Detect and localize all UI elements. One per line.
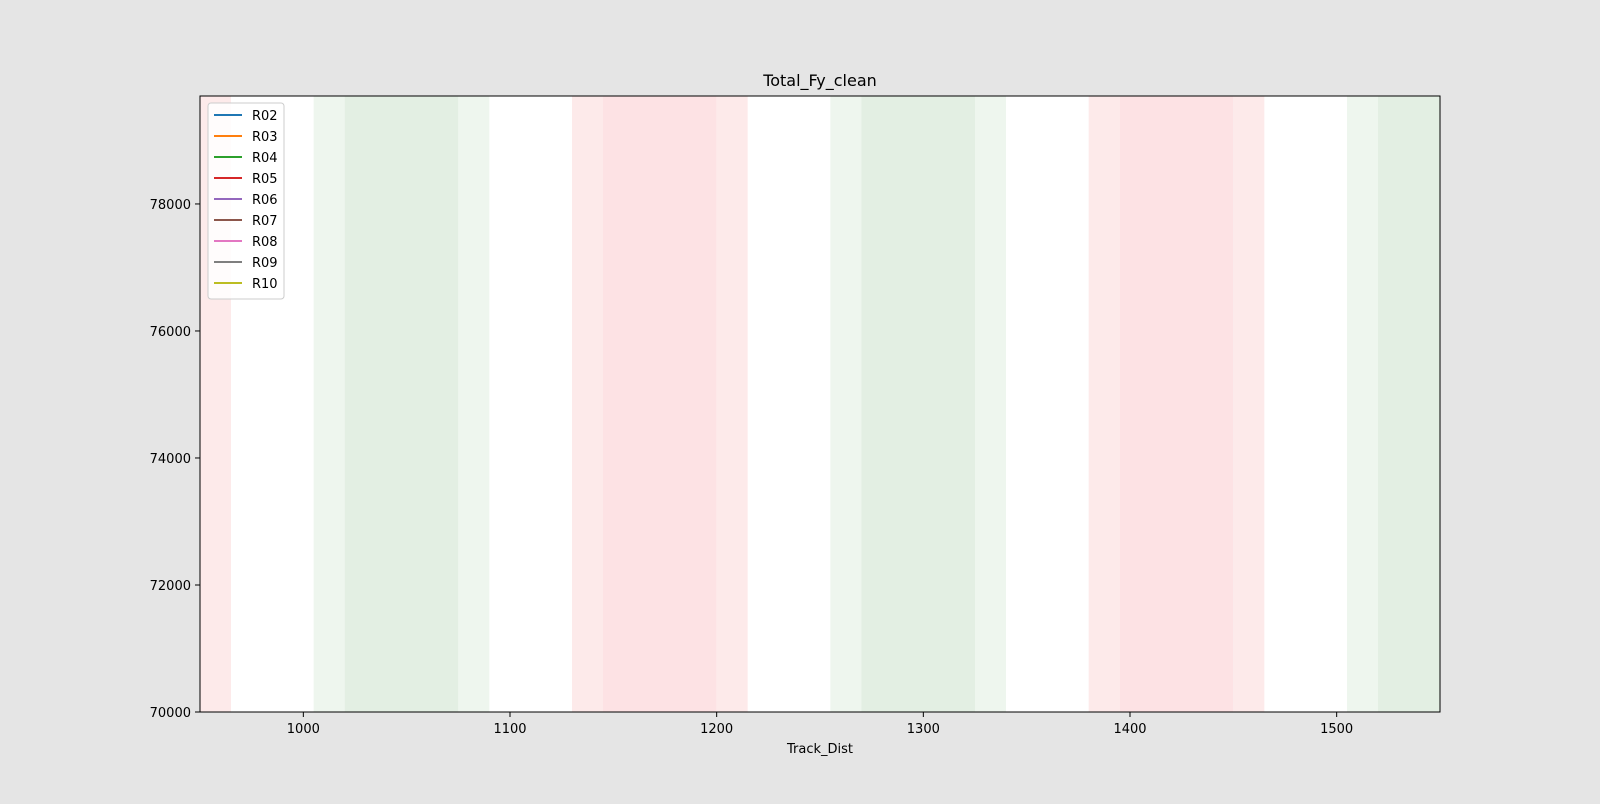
- legend-label-R06: R06: [252, 193, 278, 208]
- legend-label-R04: R04: [252, 151, 278, 166]
- y-tick-label: 74000: [150, 452, 191, 467]
- x-axis-label: Track_Dist: [786, 742, 853, 757]
- y-axis: 70000 72000 74000 76000 78000: [150, 198, 200, 721]
- shaded-span-green-light: [313, 96, 345, 712]
- x-tick-label: 1000: [287, 722, 320, 737]
- legend-box: [207, 102, 285, 300]
- shaded-span-green-light: [975, 96, 1006, 712]
- shaded-span-red-light: [572, 96, 603, 712]
- x-tick-label: 1100: [493, 722, 526, 737]
- shaded-spans: [200, 96, 1440, 712]
- shaded-span-green-light: [830, 96, 862, 712]
- legend-label-R07: R07: [252, 214, 278, 229]
- chart-title: Total_Fy_clean: [762, 71, 877, 91]
- legend: R02 R03 R04 R05 R06 R07 R08 R09 R10: [207, 102, 285, 300]
- plot-frame: [199, 95, 1441, 713]
- shaded-span-green: [344, 96, 459, 712]
- y-tick-label: 72000: [150, 579, 191, 594]
- shaded-span-red-light: [1233, 96, 1265, 712]
- legend-label-R05: R05: [252, 172, 278, 187]
- legend-label-R03: R03: [252, 130, 278, 145]
- x-tick-label: 1400: [1113, 722, 1146, 737]
- x-axis: 1000 1100 1200 1300 1400 1500: [287, 712, 1353, 737]
- shaded-span-green-light: [458, 96, 490, 712]
- x-tick-label: 1500: [1320, 722, 1353, 737]
- legend-label-R08: R08: [252, 235, 278, 250]
- x-tick-label: 1300: [907, 722, 940, 737]
- shaded-span-red: [603, 96, 717, 712]
- x-tick-label: 1200: [700, 722, 733, 737]
- y-tick-label: 70000: [150, 706, 191, 721]
- shaded-span-green-light: [1347, 96, 1378, 712]
- shaded-span-green: [1378, 96, 1440, 712]
- legend-label-R10: R10: [252, 277, 278, 292]
- y-tick-label: 76000: [150, 325, 191, 340]
- legend-label-R09: R09: [252, 256, 278, 271]
- legend-label-R02: R02: [252, 109, 278, 124]
- y-tick-label: 78000: [150, 198, 191, 213]
- shaded-span-red-light: [1088, 96, 1120, 712]
- shaded-span-green: [861, 96, 975, 712]
- shaded-span-red-light: [716, 96, 748, 712]
- shaded-span-red: [1119, 96, 1234, 712]
